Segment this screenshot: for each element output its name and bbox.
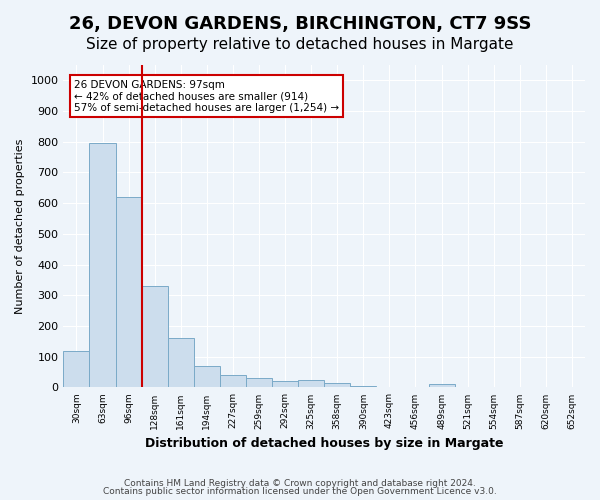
Bar	[89, 144, 116, 388]
Bar	[246, 378, 272, 388]
Text: Size of property relative to detached houses in Margate: Size of property relative to detached ho…	[86, 38, 514, 52]
Bar	[272, 382, 298, 388]
Bar	[350, 386, 376, 388]
Bar	[116, 197, 142, 388]
Bar	[168, 338, 194, 388]
Text: Contains public sector information licensed under the Open Government Licence v3: Contains public sector information licen…	[103, 487, 497, 496]
Bar	[64, 350, 89, 388]
Text: 26 DEVON GARDENS: 97sqm
← 42% of detached houses are smaller (914)
57% of semi-d: 26 DEVON GARDENS: 97sqm ← 42% of detache…	[74, 80, 339, 112]
Bar	[428, 384, 455, 388]
Text: Contains HM Land Registry data © Crown copyright and database right 2024.: Contains HM Land Registry data © Crown c…	[124, 478, 476, 488]
Bar	[324, 383, 350, 388]
Bar	[220, 375, 246, 388]
Bar	[194, 366, 220, 388]
Text: 26, DEVON GARDENS, BIRCHINGTON, CT7 9SS: 26, DEVON GARDENS, BIRCHINGTON, CT7 9SS	[69, 15, 531, 33]
Y-axis label: Number of detached properties: Number of detached properties	[15, 138, 25, 314]
X-axis label: Distribution of detached houses by size in Margate: Distribution of detached houses by size …	[145, 437, 503, 450]
Bar	[298, 380, 324, 388]
Bar	[142, 286, 168, 388]
